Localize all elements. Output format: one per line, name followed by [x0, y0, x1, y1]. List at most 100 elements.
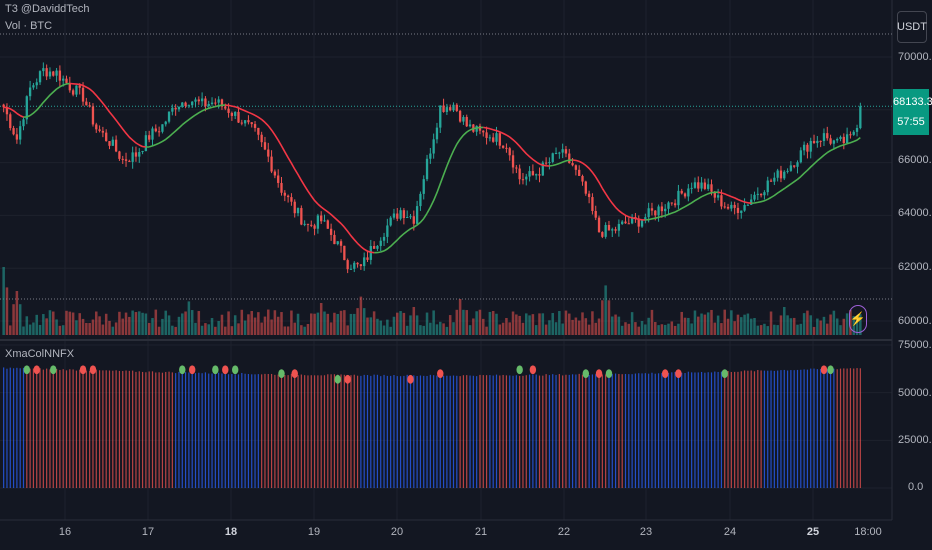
volume-bar [733, 321, 736, 335]
volume-bar [611, 316, 614, 335]
oscillator-bar [459, 376, 461, 488]
oscillator-bar [737, 371, 739, 488]
volume-bar [28, 324, 32, 335]
candle [138, 152, 141, 157]
oscillator-bar [591, 374, 594, 488]
volume-bar [743, 314, 746, 335]
oscillator-bar [231, 373, 233, 488]
volume-bar [630, 312, 634, 335]
oscillator-bar [6, 368, 8, 488]
volume-bar [81, 318, 85, 335]
candle [247, 120, 250, 123]
oscillator-bar [267, 373, 269, 488]
volume-bar [511, 311, 515, 335]
volume-bar [151, 318, 154, 335]
candle [611, 229, 614, 231]
candle [627, 223, 630, 225]
volume-bar [402, 312, 406, 335]
candle [359, 264, 363, 267]
volume-bar [293, 322, 296, 335]
volume-bar [422, 325, 425, 335]
currency-unit-button[interactable]: USDT [897, 11, 927, 43]
volume-bar [673, 325, 677, 335]
volume-bar [518, 315, 521, 335]
oscillator-bar [747, 370, 749, 488]
candle [300, 208, 303, 225]
volume-bar [220, 314, 224, 335]
volume-bar [624, 322, 627, 335]
candle [796, 162, 799, 167]
volume-bar [558, 311, 561, 335]
candle [329, 228, 333, 235]
oscillator-bar [261, 374, 263, 488]
oscillator-bar [694, 372, 696, 488]
oscillator-bar [42, 369, 44, 488]
candle [855, 128, 859, 132]
oscillator-bar [135, 371, 137, 488]
volume-bar [736, 314, 740, 335]
volume-label: Vol · BTC [5, 20, 53, 32]
candle [296, 208, 300, 214]
oscillator-bar [727, 371, 729, 488]
candle [697, 182, 700, 189]
oscillator-bar [396, 376, 398, 488]
volume-bar [214, 326, 217, 335]
volume-bar [124, 312, 128, 335]
oscillator-bar [122, 371, 124, 488]
candle [200, 98, 204, 102]
candle [214, 102, 217, 104]
oscillator-bar [208, 373, 210, 488]
oscillator-bar [188, 372, 190, 488]
volume-bar [776, 325, 779, 335]
candle [396, 213, 399, 219]
candle [723, 206, 726, 208]
oscillator-bar [595, 374, 597, 488]
lightning-icon[interactable]: ⚡ [849, 305, 867, 333]
signal-dot [33, 365, 40, 375]
oscillator-bar [790, 370, 792, 488]
candle [716, 195, 720, 198]
volume-bar [769, 311, 773, 335]
candle [670, 202, 673, 204]
oscillator-bar [740, 371, 742, 488]
oscillator-bar [783, 369, 785, 488]
volume-bar [128, 316, 131, 335]
oscillator-bar [247, 374, 250, 488]
candle [25, 96, 28, 120]
volume-bar [485, 326, 488, 335]
candle [432, 139, 435, 154]
candle [339, 241, 343, 246]
candle [736, 207, 740, 213]
oscillator-bar [710, 372, 713, 488]
candle [167, 111, 171, 122]
oscillator-bar [89, 370, 91, 488]
oscillator-bar [578, 373, 580, 488]
volume-bar [534, 325, 538, 335]
signal-dot [820, 365, 828, 375]
volume-bar [660, 324, 664, 335]
oscillator-bar [598, 374, 600, 488]
oscillator-bar [773, 370, 775, 488]
volume-bar [204, 323, 207, 335]
oscillator-bar [575, 374, 577, 488]
volume-bar [194, 322, 197, 335]
volume-bar [647, 317, 650, 335]
candle [210, 102, 214, 105]
candle [495, 133, 498, 142]
candle [693, 182, 697, 188]
volume-bar [227, 311, 230, 335]
oscillator-bar [654, 373, 656, 488]
candle [664, 208, 667, 212]
candle [197, 99, 200, 102]
candle [164, 121, 167, 125]
volume-bar [561, 323, 564, 335]
time-tick: 21 [474, 526, 488, 538]
candle [101, 130, 105, 133]
signal-dot [407, 374, 414, 384]
oscillator-bar [370, 375, 372, 488]
candle [766, 180, 769, 193]
oscillator-bar [763, 370, 766, 488]
volume-bar [475, 311, 478, 335]
volume-bar [58, 325, 62, 335]
